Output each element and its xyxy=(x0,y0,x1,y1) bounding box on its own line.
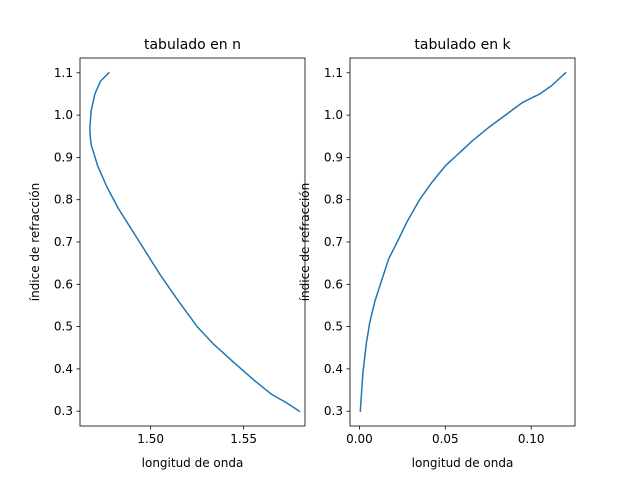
y-tick-label: 0.6 xyxy=(54,277,73,291)
y-tick-label: 0.3 xyxy=(324,404,343,418)
tick-group: 1.50 1.55 0.3 0.4 0.5 0.6 0.7 0.8 0.9 1.0 1.1 xyxy=(54,66,257,446)
y-tick-label: 1.1 xyxy=(54,66,73,80)
y-tick-label: 0.5 xyxy=(324,320,343,334)
x-tick-label: 0.05 xyxy=(432,432,459,446)
axes-frame xyxy=(349,57,576,427)
y-tick-label: 0.3 xyxy=(54,404,73,418)
y-tick-label: 0.9 xyxy=(324,150,343,164)
chart-title: tabulado en n xyxy=(144,37,241,53)
y-tick-label: 1.0 xyxy=(324,108,343,122)
y-axis-label: índice de refracción xyxy=(298,183,312,302)
tick-group: 0.00 0.05 0.10 0.3 0.4 0.5 0.6 0.7 0.8 0.9 1.0 1.1 xyxy=(324,66,545,446)
x-axis-label: longitud de onda xyxy=(142,456,244,470)
y-tick-label: 0.4 xyxy=(324,362,343,376)
x-tick-label: 0.10 xyxy=(518,432,545,446)
y-tick-label: 0.7 xyxy=(324,235,343,249)
y-tick-label: 0.8 xyxy=(54,193,73,207)
x-tick-label: 0.00 xyxy=(346,432,373,446)
y-axis-label: índice de refracción xyxy=(28,183,42,302)
series-line xyxy=(359,71,567,412)
y-tick-label: 1.1 xyxy=(324,66,343,80)
y-tick-label: 0.7 xyxy=(54,235,73,249)
chart-title: tabulado en k xyxy=(414,37,511,53)
y-tick-label: 0.9 xyxy=(54,150,73,164)
y-tick-label: 0.4 xyxy=(54,362,73,376)
x-tick-label: 1.50 xyxy=(137,432,164,446)
x-axis-label: longitud de onda xyxy=(412,456,514,470)
x-tick-label: 1.55 xyxy=(230,432,257,446)
series-line xyxy=(89,71,301,413)
y-tick-label: 0.6 xyxy=(324,277,343,291)
y-tick-label: 1.0 xyxy=(54,108,73,122)
subplot-tabulado-en-k: tabulado en k 0.00 0.05 0.100.30.40.50.60.… xyxy=(298,37,576,470)
axes-frame xyxy=(79,57,306,427)
y-tick-label: 0.8 xyxy=(324,193,343,207)
y-tick-label: 0.5 xyxy=(54,320,73,334)
subplot-tabulado-en-n: tabulado en n 1.50 1.55 0.3 0.4 0.5 0.6 0.7 0.8… xyxy=(28,37,306,470)
